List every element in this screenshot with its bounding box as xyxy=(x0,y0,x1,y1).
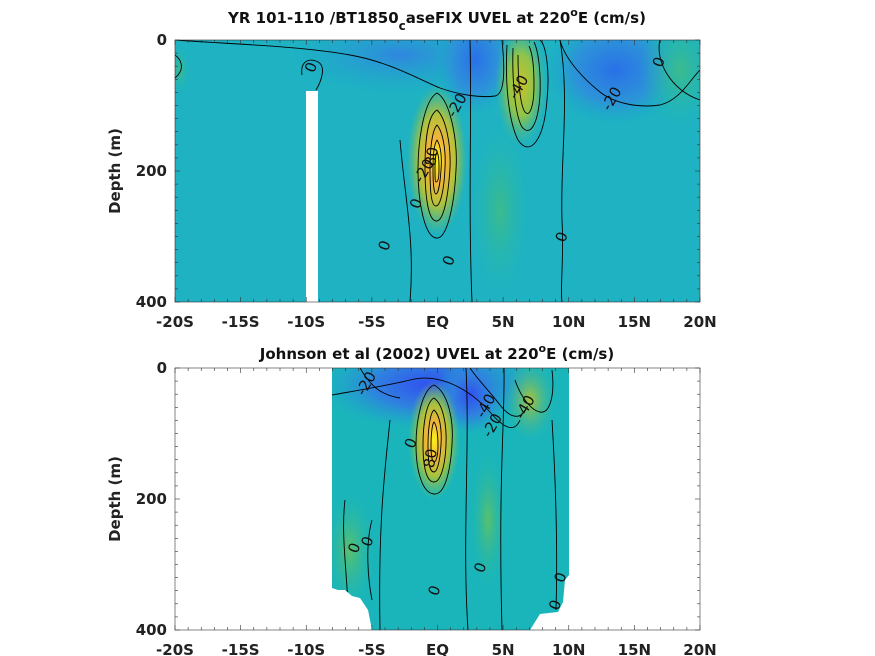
panel-1: YR 101-110 /BT1850caseFIX UVEL at 220oE … xyxy=(106,6,717,331)
x-tick-label: 20N xyxy=(683,313,716,331)
x-tick-label: 5N xyxy=(492,313,515,331)
panel-2-ticks: -20S -15S -10S -5S EQ 5N 10N 15N 20N 0 200 400 xyxy=(136,359,717,656)
x-tick-label: -5S xyxy=(358,313,385,331)
panel-1-ticks: -20S -15S -10S -5S EQ 5N 10N 15N 20N 0 200 400 xyxy=(136,31,717,331)
y-tick-label: 0 xyxy=(157,359,167,377)
panel-2: Johnson et al (2002) UVEL at 220oE (cm/s… xyxy=(106,342,717,656)
panel-2-ylabel: Depth (m) xyxy=(106,456,124,542)
x-tick-label: -15S xyxy=(222,313,260,331)
panel-2-title: Johnson et al (2002) UVEL at 220oE (cm/s… xyxy=(259,342,614,363)
x-tick-label: -20S xyxy=(156,313,194,331)
x-tick-label: 15N xyxy=(618,641,651,656)
x-tick-label: -5S xyxy=(358,641,385,656)
x-tick-label: -15S xyxy=(222,641,260,656)
contour-label: 80 xyxy=(420,447,441,469)
x-tick-label: -10S xyxy=(287,313,325,331)
x-tick-label: 10N xyxy=(552,313,585,331)
x-tick-label: 15N xyxy=(618,313,651,331)
panel-1-contours xyxy=(175,40,700,302)
x-tick-label: EQ xyxy=(426,313,449,331)
panel-1-blank-region xyxy=(306,91,318,302)
x-tick-label: -10S xyxy=(287,641,325,656)
y-tick-label: 200 xyxy=(136,490,167,508)
y-tick-label: 400 xyxy=(136,293,167,311)
panel-1-ylabel: Depth (m) xyxy=(106,128,124,214)
y-tick-label: 200 xyxy=(136,162,167,180)
panel-2-field xyxy=(332,368,569,630)
panel-1-field xyxy=(175,40,700,302)
y-tick-label: 0 xyxy=(157,31,167,49)
x-tick-label: 20N xyxy=(683,641,716,656)
x-tick-label: 5N xyxy=(492,641,515,656)
x-tick-label: EQ xyxy=(426,641,449,656)
y-tick-label: 400 xyxy=(136,621,167,639)
contour-label: 80 xyxy=(421,146,442,168)
panel-1-title: YR 101-110 /BT1850caseFIX UVEL at 220oE … xyxy=(227,6,646,33)
x-tick-label: 10N xyxy=(552,641,585,656)
x-tick-label: -20S xyxy=(156,641,194,656)
